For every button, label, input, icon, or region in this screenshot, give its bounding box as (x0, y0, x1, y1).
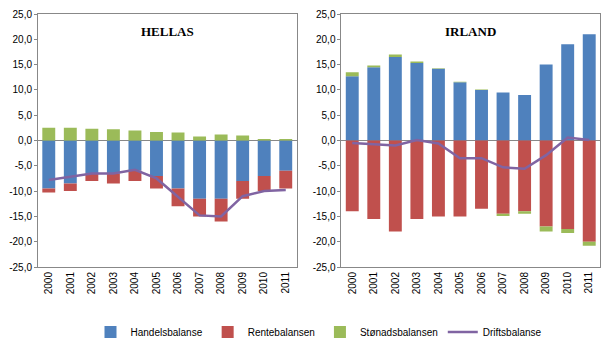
svg-text:2009: 2009 (540, 272, 551, 295)
svg-text:2011: 2011 (583, 272, 594, 294)
svg-text:2004: 2004 (129, 272, 140, 295)
svg-text:Rentebalansen: Rentebalansen (248, 327, 315, 338)
svg-text:25,0: 25,0 (13, 9, 33, 20)
svg-text:-20,0: -20,0 (313, 236, 336, 247)
svg-text:2007: 2007 (194, 272, 205, 295)
svg-text:-10,0: -10,0 (9, 186, 32, 197)
svg-text:2000: 2000 (43, 272, 54, 295)
svg-text:2011: 2011 (280, 272, 291, 294)
svg-text:2008: 2008 (519, 272, 530, 295)
svg-text:-15,0: -15,0 (9, 211, 32, 222)
svg-text:-10,0: -10,0 (313, 186, 336, 197)
svg-text:-20,0: -20,0 (9, 236, 32, 247)
svg-text:10,0: 10,0 (13, 84, 33, 95)
svg-text:-15,0: -15,0 (313, 211, 336, 222)
svg-text:-5,0: -5,0 (15, 160, 33, 171)
svg-text:10,0: 10,0 (316, 84, 336, 95)
svg-text:2005: 2005 (454, 272, 465, 295)
svg-text:0,0: 0,0 (322, 135, 336, 146)
svg-text:2010: 2010 (562, 272, 573, 295)
svg-text:2002: 2002 (86, 272, 97, 295)
svg-text:-25,0: -25,0 (313, 262, 336, 273)
svg-text:5,0: 5,0 (18, 110, 32, 121)
svg-text:Driftsbalanse: Driftsbalanse (483, 327, 542, 338)
svg-text:HELLAS: HELLAS (141, 24, 194, 39)
svg-text:2006: 2006 (172, 272, 183, 295)
svg-text:Handelsbalanse: Handelsbalanse (131, 327, 203, 338)
svg-text:2005: 2005 (151, 272, 162, 295)
svg-text:-5,0: -5,0 (318, 160, 336, 171)
svg-text:2001: 2001 (368, 272, 379, 295)
svg-text:2003: 2003 (411, 272, 422, 295)
svg-text:IRLAND: IRLAND (445, 24, 496, 39)
svg-text:2002: 2002 (390, 272, 401, 295)
svg-text:2001: 2001 (65, 272, 76, 295)
svg-text:-25,0: -25,0 (9, 262, 32, 273)
svg-text:Stønadsbalansen: Stønadsbalansen (360, 327, 438, 338)
svg-text:2004: 2004 (433, 272, 444, 295)
svg-text:20,0: 20,0 (13, 34, 33, 45)
svg-text:2007: 2007 (497, 272, 508, 295)
svg-text:20,0: 20,0 (316, 34, 336, 45)
svg-text:25,0: 25,0 (316, 9, 336, 20)
svg-text:2000: 2000 (347, 272, 358, 295)
svg-text:2003: 2003 (108, 272, 119, 295)
svg-text:2008: 2008 (215, 272, 226, 295)
svg-text:15,0: 15,0 (13, 59, 33, 70)
svg-text:5,0: 5,0 (322, 110, 336, 121)
svg-text:2006: 2006 (476, 272, 487, 295)
svg-text:2010: 2010 (258, 272, 269, 295)
svg-text:15,0: 15,0 (316, 59, 336, 70)
svg-text:2009: 2009 (237, 272, 248, 295)
svg-text:0,0: 0,0 (18, 135, 32, 146)
